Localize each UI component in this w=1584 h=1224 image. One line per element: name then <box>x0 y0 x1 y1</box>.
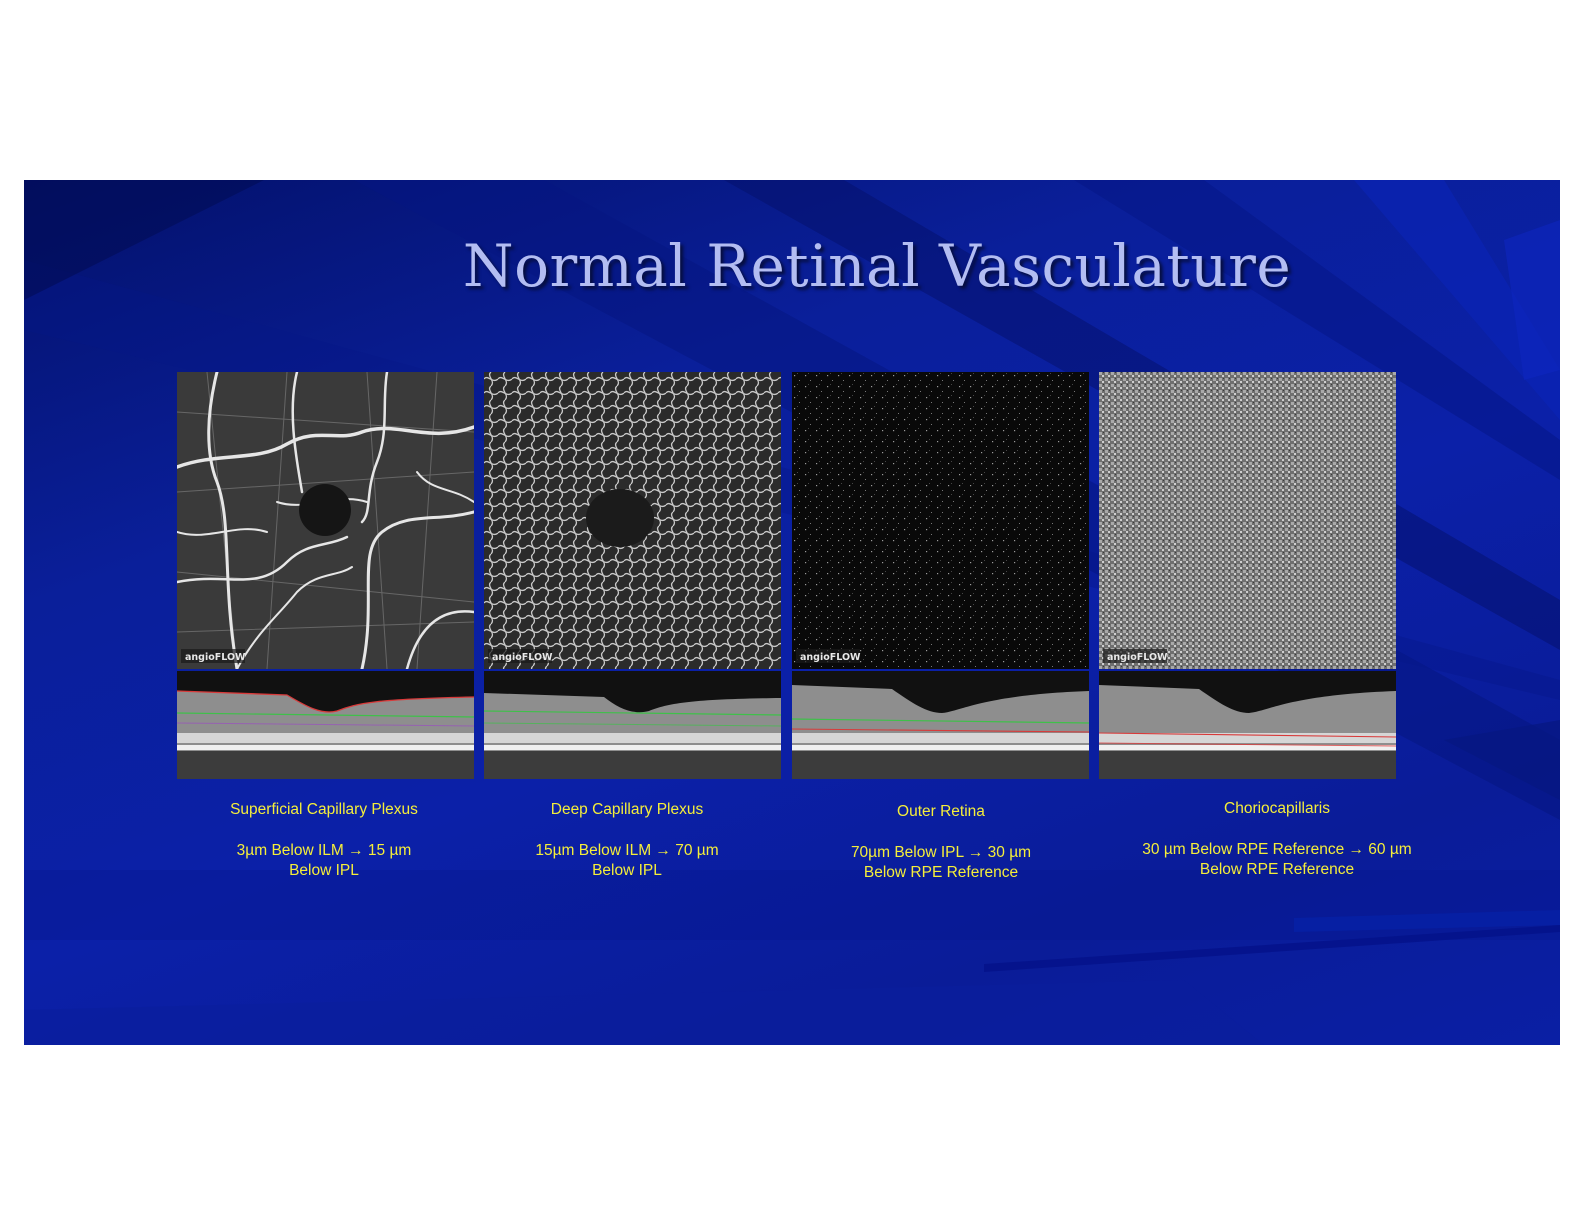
panel-choriocapillaris: angioFLOW <box>1099 372 1396 779</box>
caption-depth-line2-choriocapillaris: Below RPE Reference <box>1199 861 1355 878</box>
caption-outer-retina: Outer Retina 70µm Below IPL → 30 µm Belo… <box>776 802 1106 883</box>
caption-superficial: Superficial Capillary Plexus 3µm Below I… <box>159 800 489 881</box>
watermark-superficial: angioFLOW <box>185 652 246 663</box>
slide-title: Normal Retinal Vasculature <box>462 232 1292 300</box>
caption-title-choriocapillaris: Choriocapillaris <box>1224 800 1330 817</box>
panel-deep: angioFLOW <box>484 372 781 779</box>
caption-depth-line1-outer-retina: 70µm Below IPL → 30 µm <box>850 844 1032 861</box>
caption-depth-line1-superficial: 3µm Below ILM → 15 µm <box>236 842 412 859</box>
caption-depth-line2-outer-retina: Below RPE Reference <box>863 864 1019 881</box>
angiogram-outer-retina: angioFLOW <box>792 372 1089 669</box>
caption-title-deep: Deep Capillary Plexus <box>550 801 704 818</box>
caption-deep: Deep Capillary Plexus 15µm Below ILM → 7… <box>462 800 792 881</box>
caption-depth-line2-superficial: Below IPL <box>289 862 359 879</box>
panel-superficial: angioFLOW <box>177 372 474 779</box>
caption-title-superficial: Superficial Capillary Plexus <box>230 801 418 818</box>
angiogram-deep: angioFLOW <box>484 372 781 669</box>
angiogram-superficial: angioFLOW <box>177 372 474 669</box>
oct-bscan-deep <box>484 671 781 779</box>
watermark-deep: angioFLOW <box>492 652 553 663</box>
caption-title-outer-retina: Outer Retina <box>897 803 985 820</box>
watermark-choriocapillaris: angioFLOW <box>1107 652 1168 663</box>
angiogram-choriocapillaris: angioFLOW <box>1099 372 1396 669</box>
caption-choriocapillaris: Choriocapillaris 30 µm Below RPE Referen… <box>1112 799 1442 880</box>
caption-depth-line1-deep: 15µm Below ILM → 70 µm <box>535 842 719 859</box>
panel-outer-retina: angioFLOW <box>792 372 1089 779</box>
caption-depth-line2-deep: Below IPL <box>592 862 662 879</box>
oct-bscan-outer-retina <box>792 671 1089 779</box>
watermark-outer-retina: angioFLOW <box>800 652 861 663</box>
slide: Normal Retinal Vasculature <box>24 180 1560 1045</box>
caption-depth-line1-choriocapillaris: 30 µm Below RPE Reference → 60 µm <box>1142 841 1412 858</box>
oct-bscan-choriocapillaris <box>1099 671 1396 779</box>
oct-bscan-superficial <box>177 671 474 779</box>
